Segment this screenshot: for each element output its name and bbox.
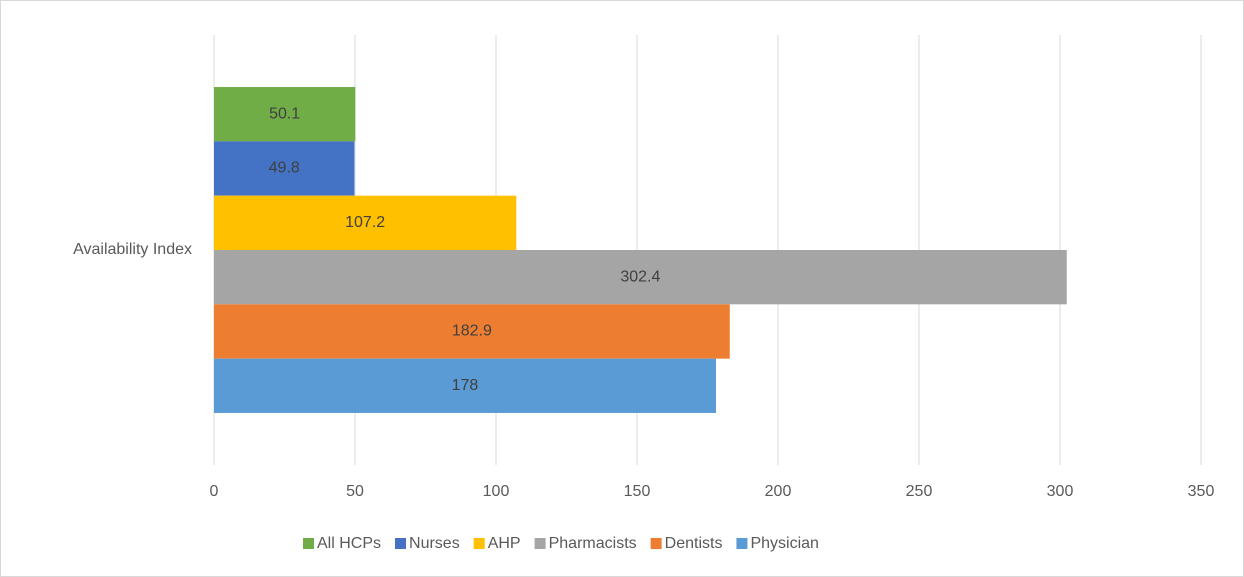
bar (214, 87, 356, 142)
legend-label: Dentists (665, 535, 723, 552)
bar (214, 195, 517, 250)
legend-label: Nurses (409, 535, 460, 552)
bar (214, 304, 730, 359)
legend-swatch (534, 538, 546, 549)
legend-label: AHP (488, 535, 521, 552)
x-tick-label: 50 (346, 483, 364, 500)
data-label: 302.4 (620, 268, 660, 285)
data-label: 107.2 (345, 214, 385, 231)
data-label: 50.1 (269, 105, 300, 122)
legend-swatch (303, 538, 314, 549)
x-tick-label: 100 (483, 483, 510, 500)
x-tick-label: 250 (906, 483, 933, 500)
x-tick-label: 150 (624, 483, 651, 500)
legend-swatch (395, 538, 407, 549)
x-tick-label: 350 (1188, 483, 1215, 500)
legend-label: Pharmacists (549, 535, 637, 552)
legend-label: Physician (750, 535, 818, 552)
legend-swatch (473, 538, 485, 549)
bar (214, 250, 1067, 305)
legend-swatch (736, 538, 748, 549)
bar (214, 358, 716, 413)
data-label: 182.9 (452, 323, 492, 340)
x-tick-label: 300 (1047, 483, 1074, 500)
x-tick-label: 200 (765, 483, 792, 500)
category-label: Availability Index (73, 241, 192, 258)
legend-swatch (650, 538, 662, 549)
legend-label: All HCPs (317, 535, 381, 552)
data-label: 178 (452, 377, 479, 394)
x-tick-label: 0 (210, 483, 219, 500)
bar (214, 141, 355, 196)
data-label: 49.8 (269, 160, 300, 177)
